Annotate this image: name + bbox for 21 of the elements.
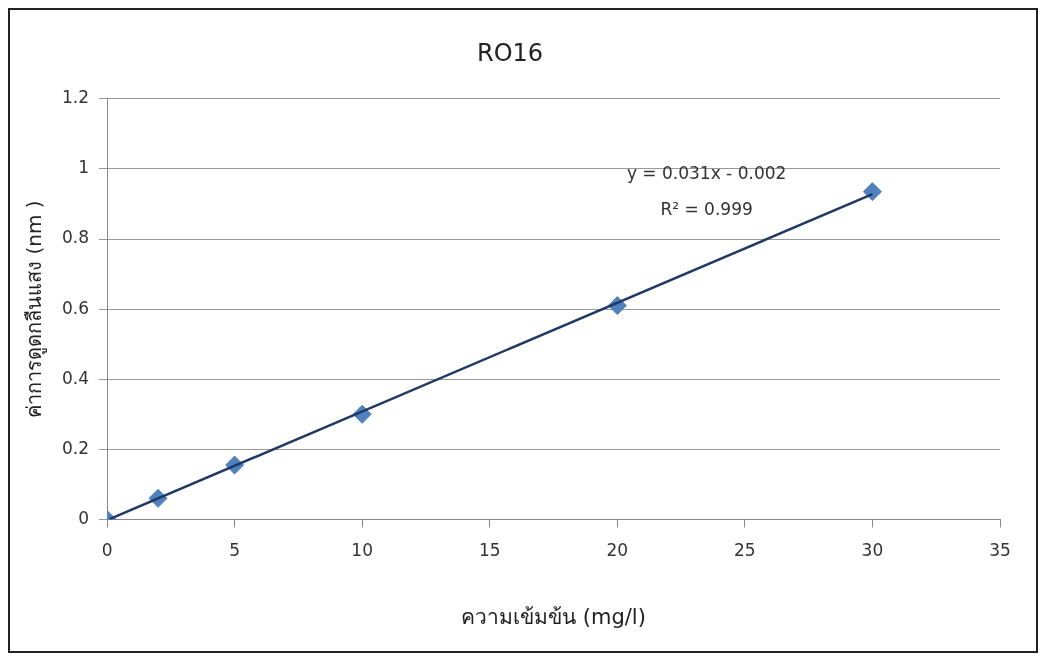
- annotation: R² = 0.999: [660, 199, 753, 220]
- annotation: y = 0.031x - 0.002: [626, 163, 787, 184]
- y-tick-label: 1.2: [61, 87, 90, 108]
- x-tick-label: 5: [229, 540, 241, 561]
- x-tick-label: 25: [734, 540, 756, 561]
- y-tick-label: 0.4: [61, 367, 90, 388]
- x-tick-label: 35: [989, 540, 1011, 561]
- point: [862, 182, 882, 202]
- x-tick-label: 10: [351, 540, 373, 561]
- y-tick-label: 0: [78, 507, 90, 528]
- y-tick-label: 0.8: [61, 227, 90, 248]
- y-tick-label: 0.2: [61, 437, 90, 458]
- x-axis-title: ความเข้มข้น (mg/l): [461, 604, 646, 629]
- chart-title: RO16: [476, 38, 544, 67]
- y-axis-title: ค่าการดูดกลืนแสง (nm ): [22, 200, 48, 418]
- x-tick-label: 15: [478, 540, 501, 561]
- y-tick-label: 1: [78, 157, 90, 178]
- x-tick-label: 30: [861, 540, 884, 561]
- y-tick-label: 0.6: [61, 297, 90, 318]
- x-tick-label: 0: [101, 540, 113, 561]
- x-tick-label: 20: [606, 540, 629, 561]
